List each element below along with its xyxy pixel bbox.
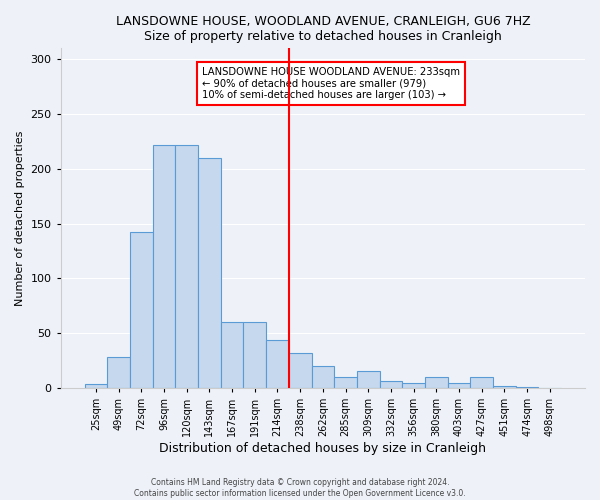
Y-axis label: Number of detached properties: Number of detached properties [15,130,25,306]
Title: LANSDOWNE HOUSE, WOODLAND AVENUE, CRANLEIGH, GU6 7HZ
Size of property relative t: LANSDOWNE HOUSE, WOODLAND AVENUE, CRANLE… [116,15,530,43]
Bar [130,232,152,388]
Bar [221,322,244,388]
Text: LANSDOWNE HOUSE WOODLAND AVENUE: 233sqm
← 90% of detached houses are smaller (97: LANSDOWNE HOUSE WOODLAND AVENUE: 233sqm … [202,67,460,100]
Bar [311,366,334,388]
Bar [357,370,380,388]
Bar [175,145,198,388]
Bar [448,382,470,388]
Bar [493,386,516,388]
Bar [266,340,289,388]
Bar [402,382,425,388]
Bar [244,322,266,388]
Bar [470,377,493,388]
Bar [380,382,402,388]
Bar [107,358,130,388]
Bar [516,387,538,388]
Text: Contains HM Land Registry data © Crown copyright and database right 2024.
Contai: Contains HM Land Registry data © Crown c… [134,478,466,498]
Bar [85,384,107,388]
Bar [152,145,175,388]
X-axis label: Distribution of detached houses by size in Cranleigh: Distribution of detached houses by size … [160,442,487,455]
Bar [198,158,221,388]
Bar [289,353,311,388]
Bar [425,377,448,388]
Bar [334,377,357,388]
